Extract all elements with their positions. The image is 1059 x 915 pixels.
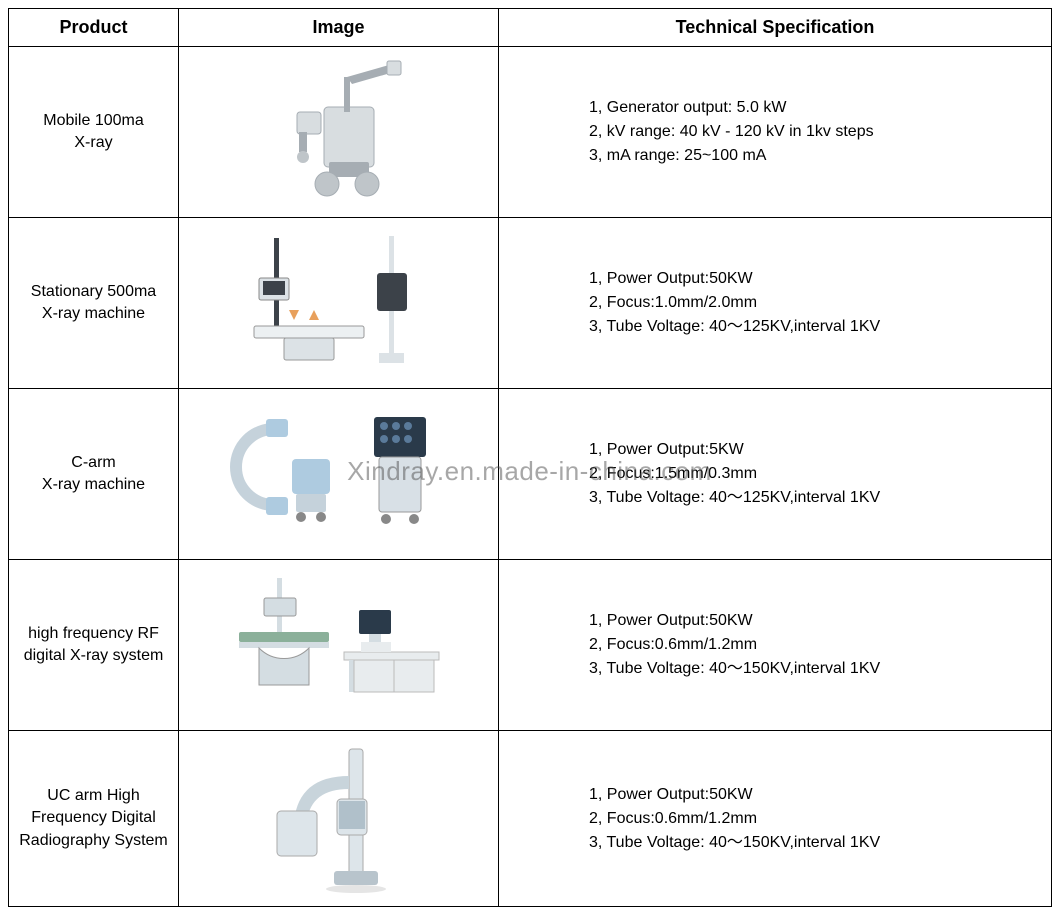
- spec-cell: 1, Power Output:50KW2, Focus:0.6mm/1.2mm…: [499, 560, 1052, 731]
- table-row: Stationary 500maX-ray machine 1, Power O…: [9, 218, 1052, 389]
- product-image-cell: [179, 47, 499, 218]
- spec-cell: 1, Generator output: 5.0 kW2, kV range: …: [499, 47, 1052, 218]
- product-name-cell: C-armX-ray machine: [9, 389, 179, 560]
- header-product: Product: [9, 9, 179, 47]
- spec-cell: 1, Power Output:5KW2, Focus:1.5mm/0.3mm3…: [499, 389, 1052, 560]
- product-image-cell: [179, 560, 499, 731]
- header-image: Image: [179, 9, 499, 47]
- header-spec: Technical Specification: [499, 9, 1052, 47]
- product-image-cell: [179, 218, 499, 389]
- product-spec-table: Product Image Technical Specification Mo…: [8, 8, 1052, 907]
- spec-cell: 1, Power Output:50KW2, Focus:1.0mm/2.0mm…: [499, 218, 1052, 389]
- table-row: C-armX-ray machine 1, Power Output:5KW2,…: [9, 389, 1052, 560]
- table-header-row: Product Image Technical Specification: [9, 9, 1052, 47]
- product-image-cell: [179, 389, 499, 560]
- table-row: Mobile 100maX-ray 1, Generator output: 5…: [9, 47, 1052, 218]
- table-row: high frequency RFdigital X-ray system 1,…: [9, 560, 1052, 731]
- product-name-cell: high frequency RFdigital X-ray system: [9, 560, 179, 731]
- spec-cell: 1, Power Output:50KW2, Focus:0.6mm/1.2mm…: [499, 731, 1052, 907]
- table-row: UC arm HighFrequency DigitalRadiography …: [9, 731, 1052, 907]
- product-name-cell: Stationary 500maX-ray machine: [9, 218, 179, 389]
- product-name-cell: UC arm HighFrequency DigitalRadiography …: [9, 731, 179, 907]
- product-image-cell: [179, 731, 499, 907]
- product-name-cell: Mobile 100maX-ray: [9, 47, 179, 218]
